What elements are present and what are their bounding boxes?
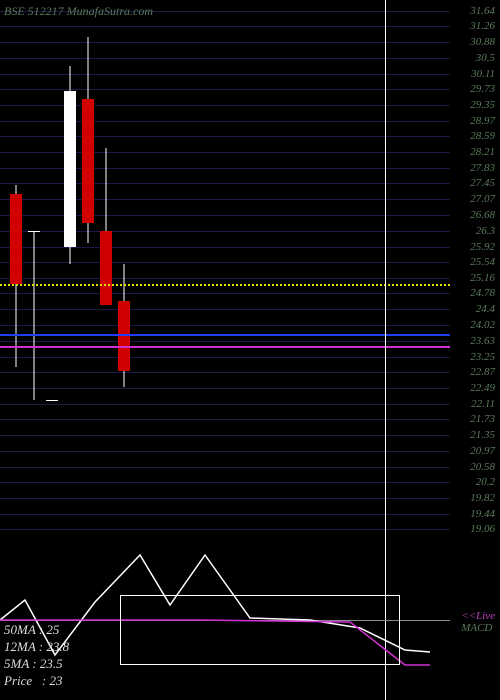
y-tick-label: 31.64 bbox=[470, 5, 495, 17]
y-tick-label: 25.16 bbox=[470, 272, 495, 284]
candlestick[interactable] bbox=[10, 0, 22, 540]
y-tick-label: 31.26 bbox=[470, 20, 495, 32]
macd-labels: <<Live MACD bbox=[461, 610, 495, 634]
50ma-line bbox=[0, 284, 450, 286]
y-tick-label: 30.88 bbox=[470, 36, 495, 48]
y-tick-label: 26.68 bbox=[470, 209, 495, 221]
stock-chart-container: BSE 512217 MunafaSutra.com 31.64 31.26 30.… bbox=[0, 0, 500, 700]
5ma-line bbox=[0, 346, 450, 348]
info-row: 50MA : 25 bbox=[4, 622, 69, 639]
macd-overlay-rect bbox=[120, 595, 400, 665]
y-tick-label: 22.49 bbox=[470, 382, 495, 394]
y-tick-label: 19.82 bbox=[470, 492, 495, 504]
y-tick-label: 23.25 bbox=[470, 351, 495, 363]
y-tick-label: 22.87 bbox=[470, 366, 495, 378]
y-tick-label: 28.59 bbox=[470, 130, 495, 142]
12ma-line bbox=[0, 334, 450, 336]
y-tick-label: 24.78 bbox=[470, 287, 495, 299]
price-y-axis: 31.64 31.26 30.88 30.5 30.11 29.73 29.35 28.97 2… bbox=[450, 0, 500, 540]
y-tick-label: 21.73 bbox=[470, 413, 495, 425]
y-tick-label: 27.45 bbox=[470, 177, 495, 189]
ticker-label: BSE 512217 bbox=[4, 4, 64, 18]
y-tick-label: 30.11 bbox=[471, 68, 495, 80]
macd-name-label: MACD bbox=[461, 622, 495, 634]
y-tick-label: 19.44 bbox=[470, 508, 495, 520]
y-tick-label: 19.06 bbox=[470, 523, 495, 535]
info-row: Price : 23 bbox=[4, 673, 69, 690]
y-tick-label: 29.35 bbox=[470, 99, 495, 111]
y-tick-label: 27.07 bbox=[470, 193, 495, 205]
site-label: MunafaSutra.com bbox=[67, 4, 153, 18]
price-chart-area[interactable] bbox=[0, 0, 450, 540]
y-tick-label: 25.92 bbox=[470, 241, 495, 253]
y-tick-label: 24.02 bbox=[470, 319, 495, 331]
y-tick-label: 27.83 bbox=[470, 162, 495, 174]
y-tick-label: 28.21 bbox=[470, 146, 495, 158]
info-row: 5MA : 23.5 bbox=[4, 656, 69, 673]
macd-panel[interactable]: <<Live MACD bbox=[0, 540, 500, 700]
y-tick-label: 24.4 bbox=[476, 303, 495, 315]
y-tick-label: 30.5 bbox=[476, 52, 495, 64]
y-tick-label: 20.97 bbox=[470, 445, 495, 457]
y-tick-label: 22.11 bbox=[471, 398, 495, 410]
candlestick[interactable] bbox=[100, 0, 112, 540]
macd-live-label: <<Live bbox=[461, 610, 495, 622]
y-tick-label: 25.54 bbox=[470, 256, 495, 268]
y-tick-label: 29.73 bbox=[470, 83, 495, 95]
candlestick[interactable] bbox=[64, 0, 76, 540]
candlestick[interactable] bbox=[28, 0, 40, 540]
info-row: 12MA : 23.8 bbox=[4, 639, 69, 656]
y-tick-label: 20.58 bbox=[470, 461, 495, 473]
candlestick[interactable] bbox=[82, 0, 94, 540]
info-box: 50MA : 2512MA : 23.85MA : 23.5Price : 23 bbox=[4, 622, 69, 690]
candlestick[interactable] bbox=[46, 0, 58, 540]
y-tick-label: 28.97 bbox=[470, 115, 495, 127]
y-tick-label: 21.35 bbox=[470, 429, 495, 441]
chart-header: BSE 512217 MunafaSutra.com bbox=[4, 4, 153, 19]
y-tick-label: 23.63 bbox=[470, 335, 495, 347]
candlestick[interactable] bbox=[118, 0, 130, 540]
y-tick-label: 26.3 bbox=[476, 225, 495, 237]
y-tick-label: 20.2 bbox=[476, 476, 495, 488]
